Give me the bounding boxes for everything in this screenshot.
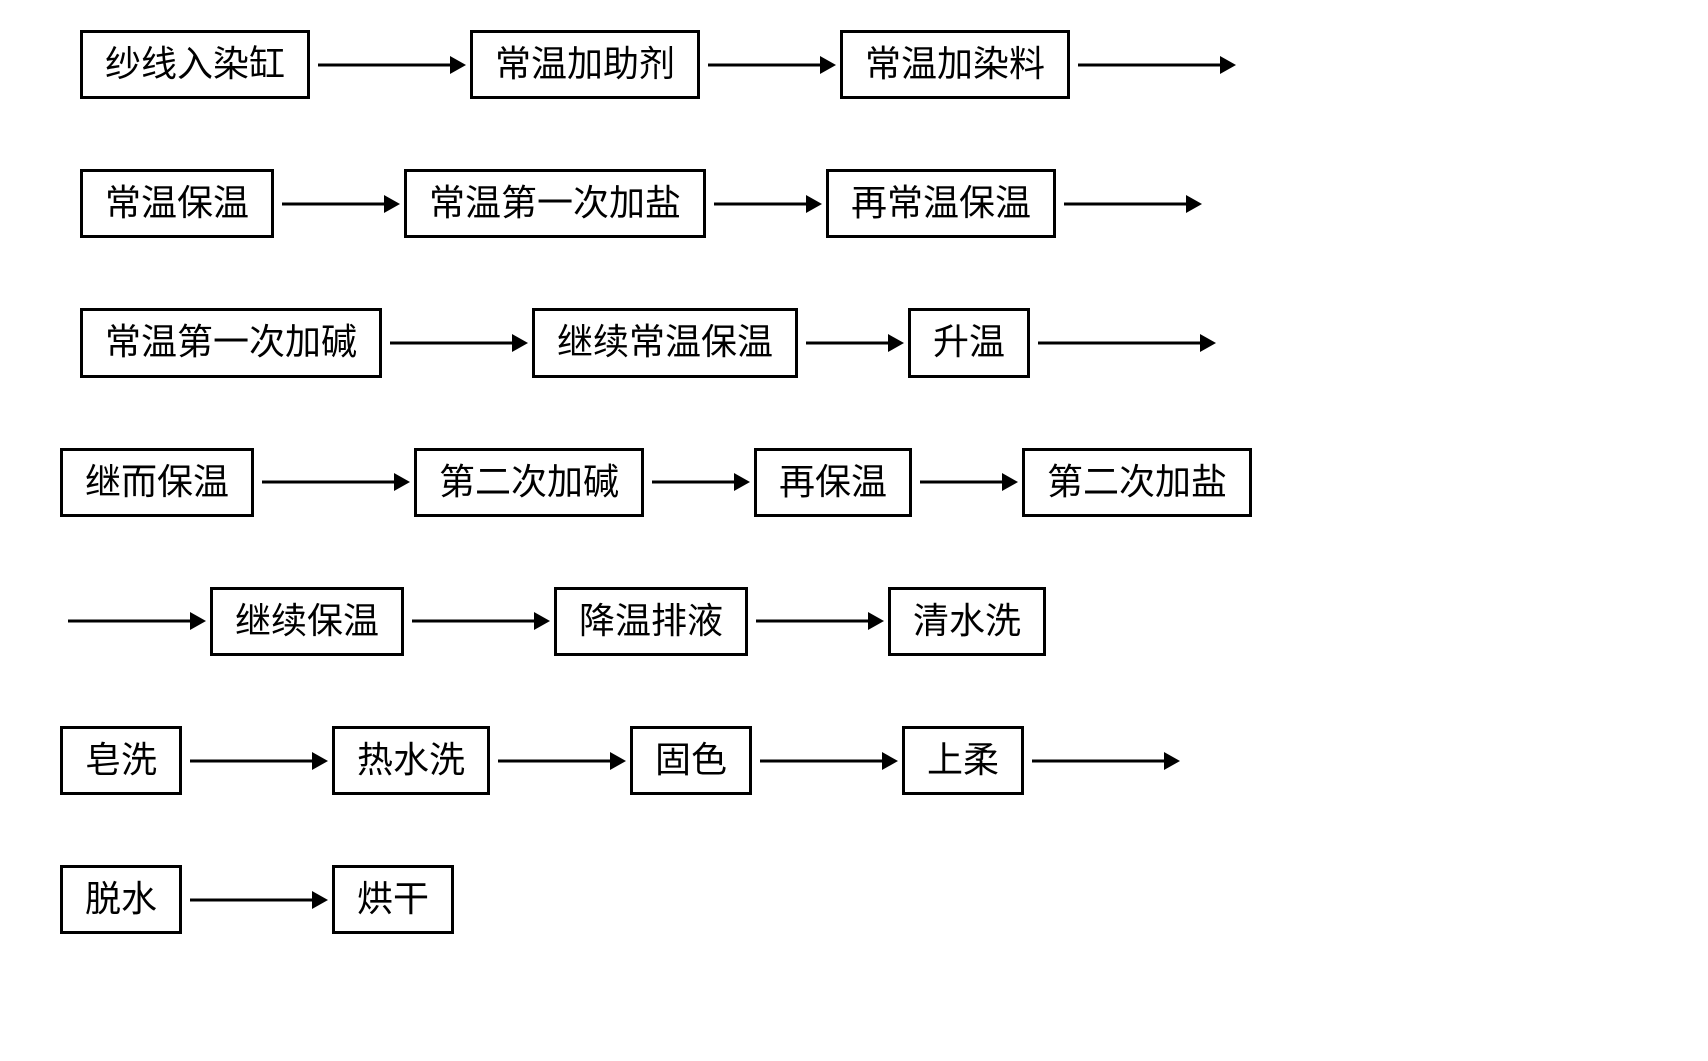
flow-step-box: 烘干 [332,865,454,934]
flow-row: 纱线入染缸 常温加助剂 常温加染料 [60,30,1648,99]
flow-step-box: 再常温保温 [826,169,1056,238]
flow-arrow [700,45,840,85]
flow-step-box: 热水洗 [332,726,490,795]
flow-step-box: 降温排液 [554,587,748,656]
flow-row: 脱水 烘干 [60,865,1648,934]
flow-step-box: 继续保温 [210,587,404,656]
flow-step-box: 常温保温 [80,169,274,238]
flow-arrow [1030,323,1220,363]
flow-arrow [1024,741,1184,781]
flow-step-box: 固色 [630,726,752,795]
flow-row: 继续保温 降温排液 清水洗 [60,587,1648,656]
flow-step-box: 皂洗 [60,726,182,795]
flow-arrow [60,601,210,641]
flow-row: 继而保温 第二次加碱 再保温 第二次加盐 [60,448,1648,517]
flow-step-box: 再保温 [754,448,912,517]
flow-arrow [490,741,630,781]
flow-arrow [404,601,554,641]
flow-arrow [644,462,754,502]
flow-step-box: 常温第一次加碱 [80,308,382,377]
flow-step-box: 第二次加碱 [414,448,644,517]
flow-arrow [706,184,826,224]
flow-arrow [912,462,1022,502]
flow-arrow [274,184,404,224]
flow-arrow [182,741,332,781]
flow-step-box: 清水洗 [888,587,1046,656]
flow-arrow [748,601,888,641]
flow-arrow [382,323,532,363]
flow-row: 皂洗 热水洗 固色 上柔 [60,726,1648,795]
flow-arrow [1070,45,1240,85]
flow-arrow [254,462,414,502]
flow-arrow [182,880,332,920]
flow-arrow [310,45,470,85]
flow-step-box: 第二次加盐 [1022,448,1252,517]
flow-step-box: 上柔 [902,726,1024,795]
flow-step-box: 升温 [908,308,1030,377]
flow-step-box: 纱线入染缸 [80,30,310,99]
flow-step-box: 脱水 [60,865,182,934]
flow-step-box: 继续常温保温 [532,308,798,377]
flow-row: 常温第一次加碱 继续常温保温 升温 [60,308,1648,377]
flow-arrow [752,741,902,781]
flow-arrow [1056,184,1206,224]
flow-arrow [798,323,908,363]
flow-step-box: 常温第一次加盐 [404,169,706,238]
flow-row: 常温保温 常温第一次加盐 再常温保温 [60,169,1648,238]
flow-step-box: 继而保温 [60,448,254,517]
flow-step-box: 常温加染料 [840,30,1070,99]
flow-step-box: 常温加助剂 [470,30,700,99]
flowchart-container: 纱线入染缸常温加助剂常温加染料常温保温常温第一次加盐再常温保温常温第一次加碱继续… [60,30,1648,934]
